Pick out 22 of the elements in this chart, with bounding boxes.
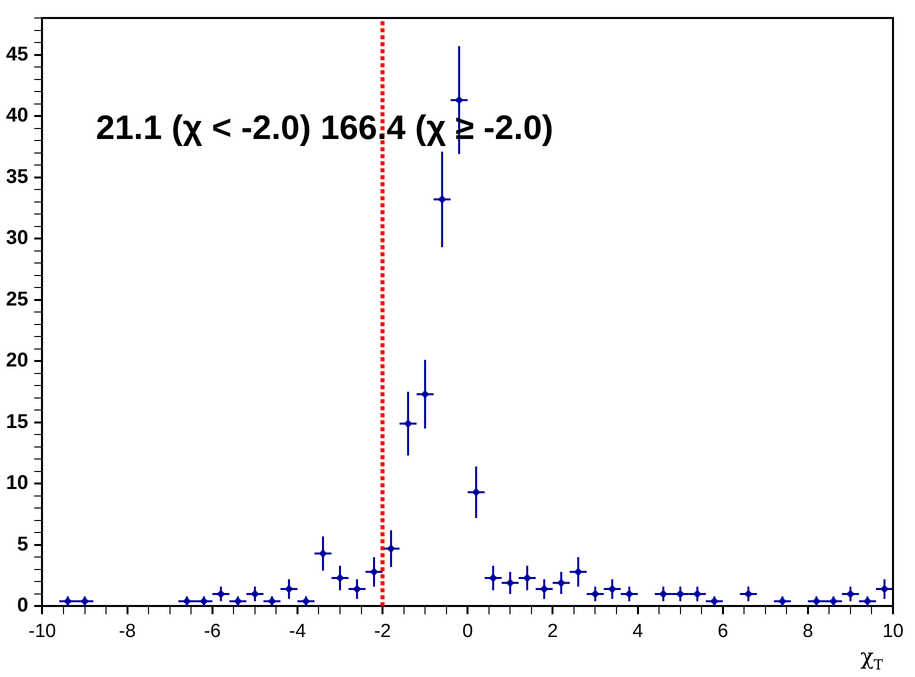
x-tick-label: 8 [802,620,814,642]
y-tick-label: 20 [6,350,28,372]
x-tick-label: 10 [882,620,904,642]
x-tick-label: 4 [632,620,644,642]
y-tick-label: 30 [6,227,28,250]
x-tick-label: 0 [462,620,473,642]
y-tick-label: 35 [6,166,28,188]
x-tick-label: -8 [118,620,136,642]
x-tick-label: -4 [289,620,306,642]
x-tick-label: -10 [28,620,56,642]
y-tick-label: 45 [6,43,28,66]
x-tick-label: 2 [547,620,558,642]
y-tick-label: 15 [6,410,28,433]
y-tick-label: 40 [6,104,28,127]
x-axis-title: χ$_{T}$ [860,645,883,674]
x-tick-label: -6 [204,620,221,642]
y-tick-label: 10 [6,472,28,494]
y-tick-label: 25 [6,288,28,310]
y-tick-label: 0 [17,594,28,617]
x-tick-label: 6 [718,620,728,642]
x-tick-label: -2 [374,620,391,642]
y-tick-label: 5 [17,533,28,556]
